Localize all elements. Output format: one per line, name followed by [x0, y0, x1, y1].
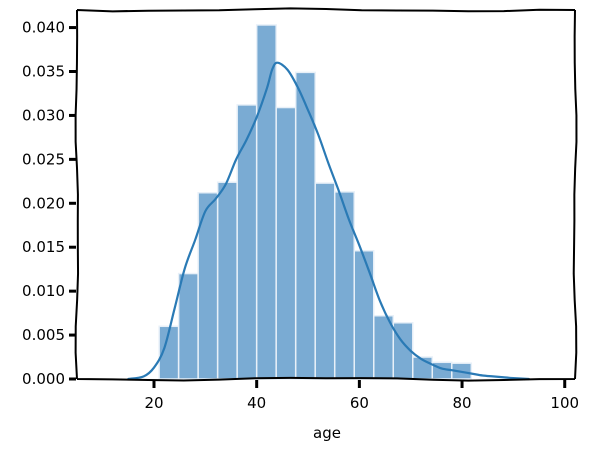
x-tick-label: 100 [550, 394, 579, 412]
histogram-bar [333, 191, 355, 380]
x-axis: 20 40 60 80 100 [144, 380, 579, 412]
histogram-bar [314, 182, 336, 380]
y-tick-label: 0.035 [22, 63, 65, 81]
y-tick-label: 0.020 [22, 194, 65, 212]
histogram-bar [353, 249, 375, 380]
y-tick-label: 0.005 [22, 326, 65, 344]
kde-density-line [127, 61, 530, 381]
y-tick-label: 0.015 [22, 238, 65, 256]
histogram-bar [255, 24, 277, 380]
histogram-bar [275, 106, 297, 380]
y-tick-label: 0.010 [22, 282, 65, 300]
y-tick-label: 0.025 [22, 150, 65, 168]
histogram-bar [216, 181, 238, 380]
x-tick-label: 80 [453, 394, 472, 412]
plot-frame [74, 7, 578, 382]
histogram-bar [236, 104, 258, 380]
x-axis-label: age [313, 424, 341, 442]
x-tick-label: 40 [247, 394, 266, 412]
y-tick-label: 0.030 [22, 106, 65, 124]
y-tick-label: 0.040 [22, 19, 65, 37]
y-axis: 0.000 0.005 0.010 0.015 0.020 0.025 0.030 0.035… [22, 19, 76, 388]
histogram-bar [177, 272, 199, 380]
x-tick-label: 20 [144, 394, 163, 412]
histogram-bars [158, 24, 473, 380]
y-tick-label: 0.000 [22, 370, 65, 388]
x-tick-label: 60 [350, 394, 369, 412]
